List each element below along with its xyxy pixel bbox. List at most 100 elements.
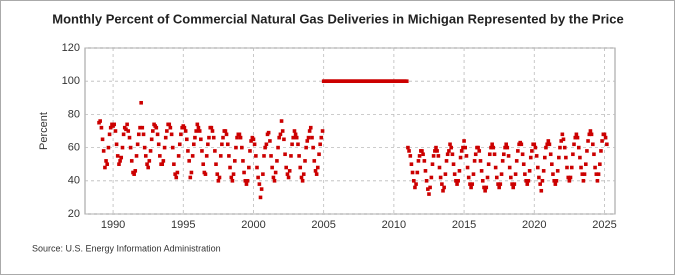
data-point [254,154,258,158]
data-point [129,159,134,163]
data-point [572,142,576,147]
data-point [451,162,456,166]
data-point [117,162,121,166]
data-point [468,182,472,186]
data-point [303,159,307,163]
data-point [415,170,420,175]
data-point [526,179,531,183]
data-point [466,175,471,180]
data-point [509,175,513,180]
data-point [266,130,271,135]
x-tick-label: 1995 [171,219,195,231]
data-point [539,188,544,193]
data-point [203,172,208,176]
data-point [578,155,582,160]
data-point [189,170,194,175]
data-point [505,145,510,150]
data-point [175,170,180,175]
data-point [562,145,567,150]
data-point [259,187,264,191]
data-point [319,135,324,140]
data-point [585,149,589,153]
data-point [142,145,147,150]
data-point [132,172,136,176]
data-point [312,159,317,163]
data-point [201,162,206,166]
data-point [103,165,107,170]
data-point [194,129,198,133]
data-point [114,142,119,147]
data-point [317,152,321,157]
data-point [566,175,571,180]
data-point [119,155,124,160]
data-point [520,152,525,157]
data-point [237,132,242,137]
data-point [197,129,202,133]
data-point [221,135,225,140]
data-point [300,179,305,183]
data-point [271,175,276,180]
data-point [575,135,580,140]
data-point [320,129,325,133]
x-tick-label: 2000 [241,219,265,231]
data-point [445,152,450,157]
data-point [589,132,594,137]
data-point [270,165,274,170]
data-point [101,149,106,153]
data-point [172,162,176,166]
data-point [243,179,248,183]
data-point [530,149,534,153]
data-point [416,159,421,163]
data-point [292,129,297,133]
data-point [440,182,444,186]
data-point [240,145,244,150]
data-point [486,162,491,166]
data-point [417,154,422,158]
data-point [296,142,300,147]
data-point [262,154,266,158]
data-point [227,154,231,158]
data-point [154,125,159,130]
data-point [404,79,409,83]
data-point [174,175,179,180]
data-point [512,182,517,186]
data-point [263,145,267,150]
data-point [544,145,548,150]
data-point [151,129,155,133]
data-point [184,137,189,142]
data-point [510,182,514,186]
data-point [454,179,458,183]
data-point [442,185,446,190]
data-point [506,154,511,158]
data-point [284,165,288,170]
data-point [217,175,222,180]
data-point [496,182,500,186]
data-point [431,154,436,158]
data-point [200,149,204,153]
data-point [472,159,477,163]
data-point [115,154,120,158]
data-point [502,152,506,157]
data-point [423,169,428,173]
data-point [420,149,424,153]
data-point [462,139,466,143]
data-point [160,162,165,166]
data-point [196,125,201,130]
data-point [564,155,568,160]
data-point [190,154,195,158]
data-point [492,152,497,157]
data-point [461,145,465,150]
data-point [311,145,315,150]
data-point [579,165,583,170]
data-point [206,142,210,147]
data-point [318,142,322,147]
data-point [112,122,117,127]
data-point [249,139,253,143]
data-point [573,135,578,140]
data-point [410,170,415,175]
data-point [571,152,575,157]
data-point [134,154,139,158]
data-point [167,122,172,127]
data-point [591,142,595,147]
data-point [225,142,230,147]
